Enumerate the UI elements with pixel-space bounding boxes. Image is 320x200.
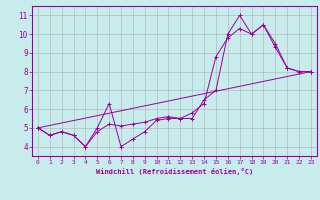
X-axis label: Windchill (Refroidissement éolien,°C): Windchill (Refroidissement éolien,°C) (96, 168, 253, 175)
